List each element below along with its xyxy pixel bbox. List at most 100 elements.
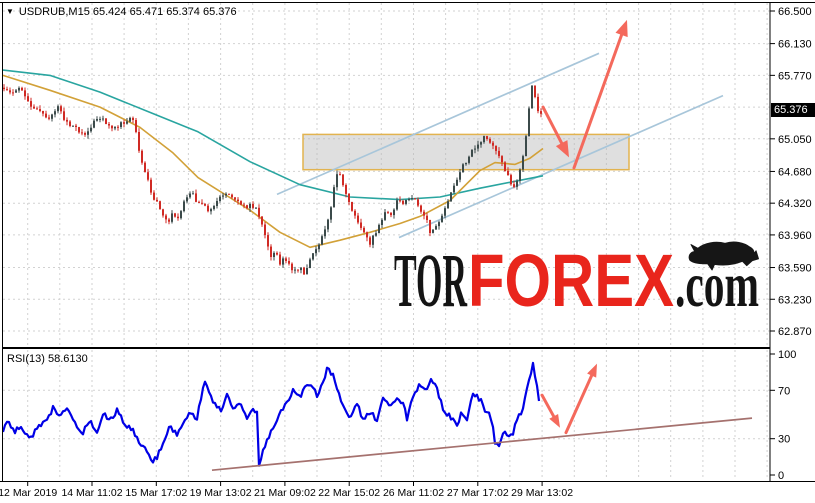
candle-body	[504, 162, 506, 171]
candle-body	[495, 145, 497, 151]
candle-body	[528, 108, 530, 137]
rsi-forecast-arrow-2-shaft	[564, 374, 594, 435]
grid-layer	[3, 3, 770, 480]
candle-body	[402, 200, 404, 204]
candle-body	[237, 199, 239, 202]
price-forecast-arrow-1-shaft	[541, 105, 564, 145]
candle-body	[24, 90, 26, 97]
ma-fast-gold	[2, 74, 544, 249]
channel-lower-trendline	[398, 94, 724, 239]
candle-body	[168, 219, 170, 222]
candle-body	[486, 136, 488, 139]
time-axis[interactable]: 12 Mar 2019 14 Mar 11:02 15 Mar 17:02 19 Ma…	[0, 481, 573, 500]
candle-body	[51, 114, 53, 119]
candle-body	[474, 148, 476, 150]
candle-body	[132, 117, 134, 120]
logo-text-forex: FOREX	[468, 239, 674, 322]
candle-body	[180, 211, 182, 219]
candle-body	[321, 236, 323, 245]
candle-body	[105, 118, 107, 124]
rsi-layer	[1, 361, 753, 472]
candle-body	[468, 156, 470, 163]
candle-body	[252, 204, 254, 208]
candle-body	[147, 172, 149, 180]
candle-body	[510, 175, 512, 185]
candle-body	[540, 111, 542, 114]
candle-body	[339, 174, 341, 176]
candle-body	[276, 252, 278, 255]
candle-body	[255, 207, 257, 209]
price-tick-label: 64.320	[778, 198, 812, 210]
rsi-line	[1, 361, 541, 467]
price-tick-label: 65.770	[778, 70, 812, 82]
candle-body	[171, 213, 173, 222]
rsi-axis[interactable]: 100 70 30 0	[770, 349, 796, 482]
candle-body	[333, 187, 335, 208]
candle-body	[138, 132, 140, 151]
candle-body	[225, 193, 227, 196]
candle-body	[153, 192, 155, 200]
candle-body	[42, 111, 44, 114]
candle-body	[54, 111, 56, 115]
forecast-arrows	[541, 19, 628, 170]
candle-body	[420, 205, 422, 212]
candle-body	[324, 229, 326, 237]
candle-body	[15, 90, 17, 93]
candle-body	[435, 226, 437, 230]
candle-body	[429, 220, 431, 233]
candle-body	[108, 124, 110, 126]
candle-body	[189, 193, 191, 198]
time-tick-label: 14 Mar 11:02	[61, 487, 122, 499]
candle-body	[81, 132, 83, 134]
rsi-indicator-label: RSI(13) 58.6130	[7, 353, 88, 365]
candle-body	[114, 126, 116, 129]
candle-body	[414, 198, 416, 200]
candle-body	[375, 233, 377, 236]
candle-body	[423, 211, 425, 216]
rsi-forecast-arrow-1-shaft	[540, 393, 556, 418]
candle-body	[93, 120, 95, 128]
candle-body	[39, 109, 41, 111]
candle-body	[462, 164, 464, 173]
price-tick-label: 66.130	[778, 39, 812, 51]
candle-body	[366, 232, 368, 238]
candle-body	[129, 117, 131, 122]
candle-body	[222, 195, 224, 197]
candle-body	[84, 133, 86, 135]
price-axis[interactable]: 66.500 66.130 65.770 65.050 64.680 64.320 63.9…	[770, 6, 812, 338]
rsi-forecast-arrow-1-head	[549, 414, 560, 428]
rsi-tick-label: 0	[778, 470, 784, 482]
candle-body	[357, 215, 359, 223]
candle-body	[135, 120, 137, 132]
candle-body	[384, 212, 386, 220]
candle-body	[507, 170, 509, 175]
candle-body	[363, 227, 365, 233]
candle-body	[159, 201, 161, 210]
candle-body	[258, 207, 260, 217]
candle-body	[336, 174, 338, 188]
candle-body	[432, 229, 434, 233]
candle-body	[9, 90, 11, 93]
chevron-down-icon[interactable]: ▼	[6, 7, 14, 16]
candle-body	[393, 209, 395, 216]
candle-body	[63, 111, 65, 120]
price-tick-label: 66.500	[778, 6, 812, 18]
candle-body	[240, 201, 242, 205]
time-tick-label: 22 Mar 15:02	[318, 487, 380, 499]
candle-body	[441, 215, 443, 223]
price-tick-label: 63.590	[778, 263, 812, 275]
candle-body	[447, 201, 449, 209]
candle-body	[72, 125, 74, 127]
rsi-support-trendline	[211, 417, 753, 472]
candles-layer	[3, 84, 542, 275]
candle-body	[96, 119, 98, 121]
candle-body	[483, 136, 485, 143]
candle-body	[198, 201, 200, 203]
pane-divider[interactable]	[2, 346, 770, 350]
price-forecast-arrow-2-head	[615, 19, 628, 38]
candle-body	[306, 268, 308, 275]
candle-body	[216, 201, 218, 206]
time-tick-label: 27 Mar 17:02	[447, 487, 509, 499]
